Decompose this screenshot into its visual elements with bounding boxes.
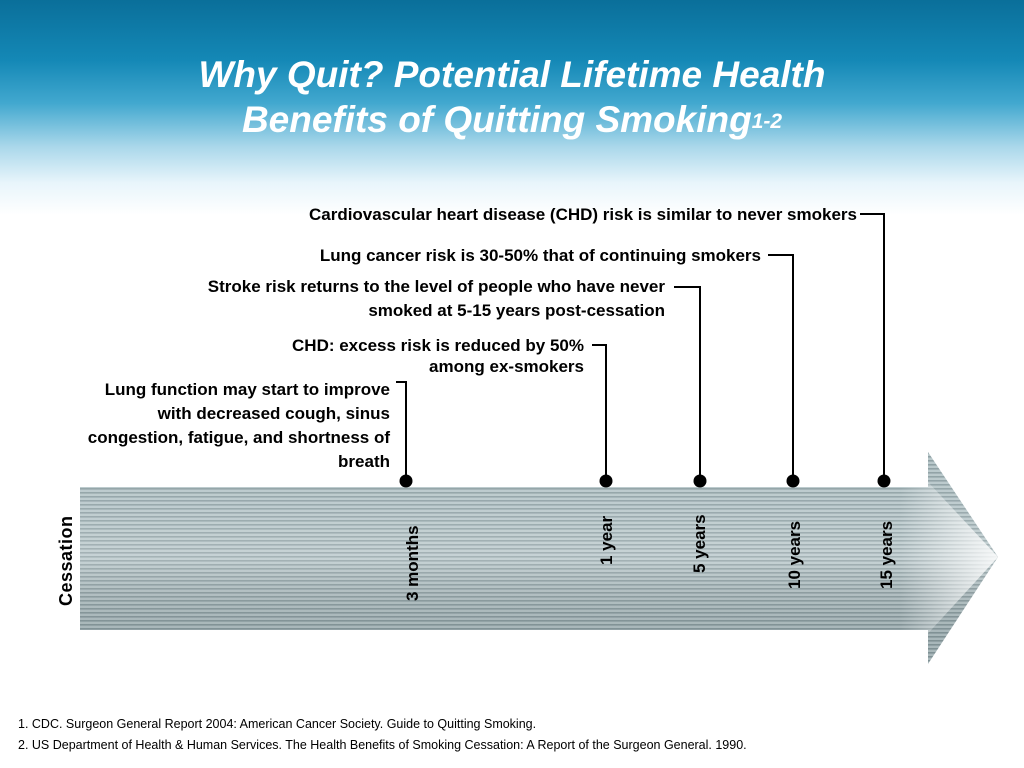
milestone-dot-5-years: [693, 474, 707, 488]
benefit-1-year-line-2: among ex-smokers: [429, 357, 584, 376]
benefit-10-years: Lung cancer risk is 30-50% that of conti…: [320, 244, 761, 268]
title-superscript: 1-2: [751, 110, 783, 133]
milestone-dot-10-years: [786, 474, 800, 488]
connector-lines: [396, 213, 885, 481]
milestone-dot-3-months: [399, 474, 413, 488]
reference-2: 2. US Department of Health & Human Servi…: [18, 738, 747, 752]
connector-5-years: [674, 286, 701, 481]
benefit-3-months-line-4: breath: [338, 452, 390, 471]
benefit-3-months-line-2: with decreased cough, sinus: [157, 404, 390, 423]
reference-1: 1. CDC. Surgeon General Report 2004: Ame…: [18, 717, 537, 731]
benefit-1-year: CHD: excess risk is reduced by 50% among…: [292, 335, 584, 377]
connector-10-years: [768, 254, 794, 481]
benefit-5-years-line-2: smoked at 5-15 years post-cessation: [368, 301, 665, 320]
benefit-3-months-line-1: Lung function may start to improve: [104, 380, 390, 399]
connector-15-years: [860, 213, 885, 481]
header-gradient: [0, 0, 1024, 215]
arrow-tip-fade: [900, 452, 998, 664]
benefit-5-years: Stroke risk returns to the level of peop…: [208, 275, 665, 323]
timeline-arrow: [80, 452, 998, 664]
benefit-3-months-line-3: congestion, fatigue, and shortness of: [87, 428, 390, 447]
milestone-dots: [399, 474, 891, 488]
milestone-label-5-years: 5 years: [690, 514, 709, 573]
slide-title: Why Quit? Potential Lifetime Health Bene…: [0, 52, 1024, 142]
references: 1. CDC. Surgeon General Report 2004: Ame…: [18, 714, 747, 756]
benefit-5-years-line-1: Stroke risk returns to the level of peop…: [207, 277, 665, 296]
benefit-15-years-line-1: Cardiovascular heart disease (CHD) risk …: [308, 205, 857, 224]
milestone-label-1-year: 1 year: [597, 515, 616, 565]
milestone-label-15-years: 15 years: [877, 520, 896, 589]
milestone-label-10-years: 10 years: [785, 520, 804, 589]
connector-3-months: [396, 381, 407, 481]
connector-1-year: [592, 344, 607, 481]
benefit-1-year-line-1: CHD: excess risk is reduced by 50%: [292, 336, 584, 355]
milestone-dot-15-years: [877, 474, 891, 488]
benefit-3-months: Lung function may start to improve with …: [88, 378, 390, 474]
milestone-label-3-months: 3 months: [403, 525, 422, 601]
title-line-1: Why Quit? Potential Lifetime Health: [198, 54, 826, 95]
cessation-label: Cessation: [56, 515, 76, 606]
benefit-10-years-line-1: Lung cancer risk is 30-50% that of conti…: [319, 246, 761, 265]
milestone-dot-1-year: [599, 474, 613, 488]
benefit-15-years: Cardiovascular heart disease (CHD) risk …: [309, 203, 857, 227]
arrow-shading: [80, 452, 998, 664]
title-line-2: Benefits of Quitting Smoking1-2: [0, 97, 1024, 142]
title-line-2-text: Benefits of Quitting Smoking: [241, 99, 752, 140]
